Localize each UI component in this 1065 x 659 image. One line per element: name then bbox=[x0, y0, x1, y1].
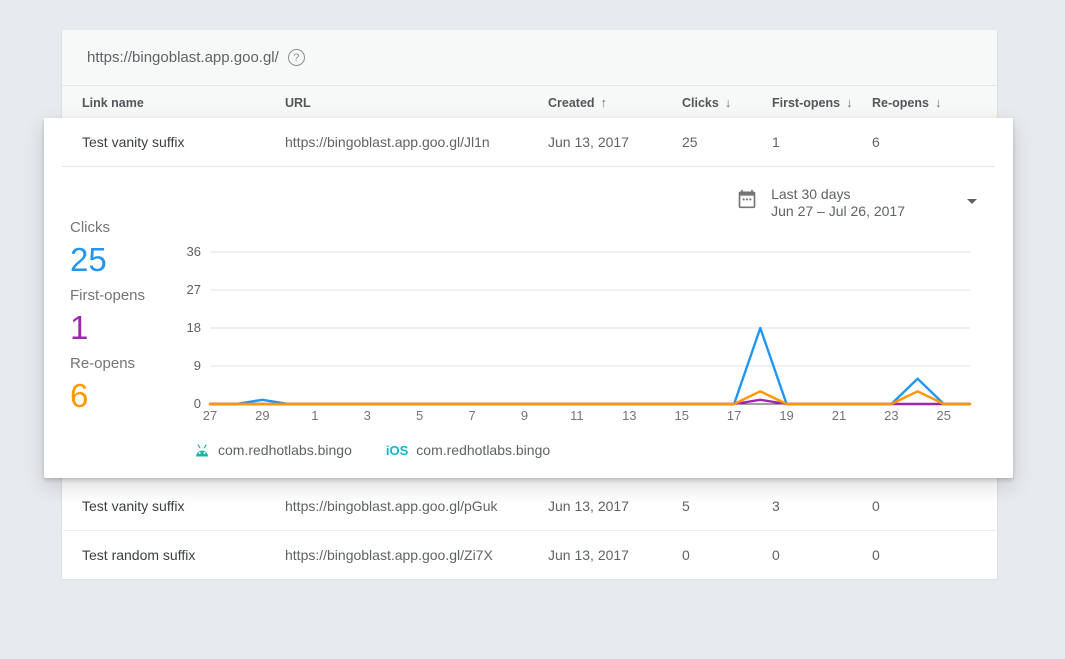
svg-text:19: 19 bbox=[779, 408, 793, 423]
android-icon bbox=[196, 443, 208, 456]
svg-text:9: 9 bbox=[194, 358, 201, 373]
chart-legend: com.redhotlabs.bingo iOS com.redhotlabs.… bbox=[194, 442, 550, 458]
base-url-bar: https://bingoblast.app.goo.gl/ ? bbox=[62, 30, 997, 86]
svg-text:17: 17 bbox=[727, 408, 741, 423]
svg-text:5: 5 bbox=[416, 408, 423, 423]
column-header-link-name[interactable]: Link name bbox=[82, 95, 144, 110]
sort-down-icon: ↓ bbox=[724, 95, 732, 110]
legend-item-android: com.redhotlabs.bingo bbox=[194, 442, 352, 458]
svg-text:18: 18 bbox=[187, 320, 201, 335]
column-header-first-opens[interactable]: First-opens ↓ bbox=[772, 95, 853, 110]
svg-text:21: 21 bbox=[832, 408, 846, 423]
svg-text:29: 29 bbox=[255, 408, 269, 423]
base-url: https://bingoblast.app.goo.gl/ bbox=[87, 49, 279, 66]
ios-icon: iOS bbox=[385, 442, 409, 458]
table-body: Test vanity suffix https://bingoblast.ap… bbox=[62, 482, 997, 579]
column-header-re-opens[interactable]: Re-opens ↓ bbox=[872, 95, 942, 110]
date-range-dates: Jun 27 – Jul 26, 2017 bbox=[771, 203, 905, 219]
table-header-row: Link name URL Created ↑ Clicks ↓ First-ope… bbox=[62, 86, 997, 120]
svg-text:27: 27 bbox=[187, 282, 201, 297]
calendar-icon bbox=[738, 189, 756, 209]
svg-text:7: 7 bbox=[468, 408, 475, 423]
svg-text:25: 25 bbox=[937, 408, 951, 423]
svg-text:27: 27 bbox=[203, 408, 217, 423]
svg-text:36: 36 bbox=[187, 244, 201, 259]
date-range-text: Last 30 days Jun 27 – Jul 26, 2017 bbox=[771, 186, 905, 220]
legend-label-android: com.redhotlabs.bingo bbox=[218, 442, 352, 458]
svg-text:15: 15 bbox=[674, 408, 688, 423]
column-header-created[interactable]: Created ↑ bbox=[548, 95, 608, 110]
stat-re-opens: Re-opens 6 bbox=[70, 355, 136, 414]
column-header-url[interactable]: URL bbox=[285, 95, 311, 110]
sort-down-icon: ↓ bbox=[846, 95, 853, 110]
svg-text:11: 11 bbox=[570, 408, 584, 423]
svg-text:9: 9 bbox=[521, 408, 528, 423]
chevron-down-icon bbox=[967, 199, 977, 204]
svg-text:0: 0 bbox=[194, 396, 201, 411]
column-header-clicks[interactable]: Clicks ↓ bbox=[682, 95, 732, 110]
stats-summary: Clicks 25 First-opens 1 Re-opens 6 bbox=[70, 219, 145, 423]
svg-text:3: 3 bbox=[364, 408, 371, 423]
panel-divider bbox=[62, 166, 995, 167]
table-row[interactable]: Test random suffix https://bingoblast.ap… bbox=[62, 531, 997, 579]
svg-text:13: 13 bbox=[622, 408, 636, 423]
row-divider bbox=[63, 530, 996, 531]
date-range-label: Last 30 days bbox=[771, 186, 851, 202]
table-row[interactable]: Test vanity suffix https://bingoblast.ap… bbox=[62, 482, 997, 530]
stat-clicks: Clicks 25 bbox=[70, 219, 110, 278]
expanded-link-panel: Test vanity suffix https://bingoblast.ap… bbox=[44, 118, 1013, 478]
svg-text:23: 23 bbox=[884, 408, 898, 423]
sort-up-icon: ↑ bbox=[600, 95, 608, 110]
legend-label-ios: com.redhotlabs.bingo bbox=[416, 442, 551, 458]
expanded-table-row[interactable]: Test vanity suffix https://bingoblast.ap… bbox=[44, 118, 1013, 166]
date-range-selector[interactable]: Last 30 days Jun 27 – Jul 26, 2017 bbox=[737, 186, 977, 220]
sort-down-icon: ↓ bbox=[934, 95, 942, 110]
stat-first-opens: First-opens 1 bbox=[70, 287, 146, 346]
legend-item-ios: iOS com.redhotlabs.bingo bbox=[386, 442, 550, 458]
svg-text:1: 1 bbox=[311, 408, 318, 423]
help-icon[interactable]: ? bbox=[287, 49, 305, 66]
